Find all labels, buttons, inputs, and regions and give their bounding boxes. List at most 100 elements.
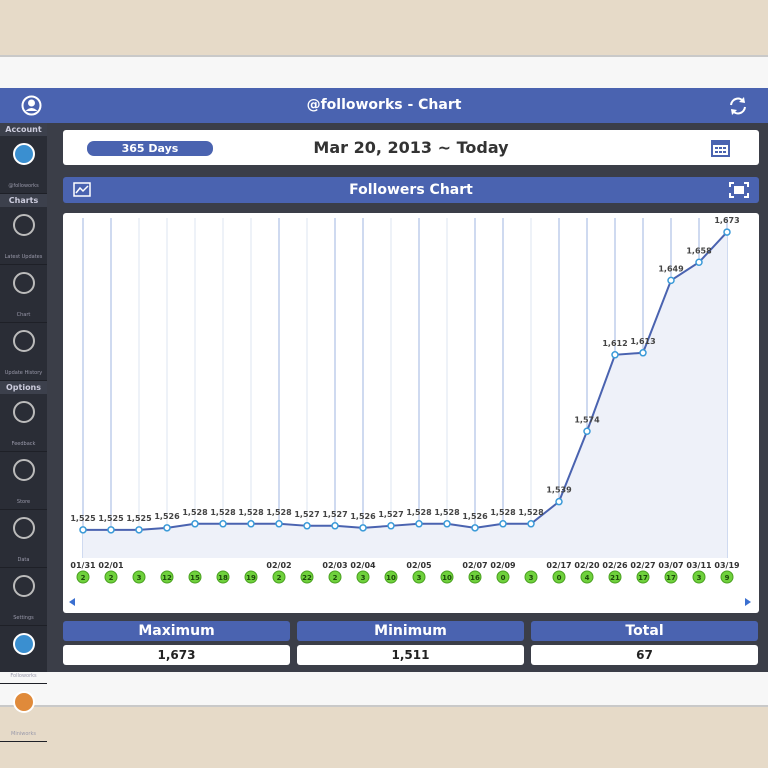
stat-value: 1,511 — [297, 645, 524, 665]
count-label: 3 — [361, 574, 366, 582]
point — [191, 520, 199, 528]
count-badge — [636, 570, 650, 584]
chart-panel: 1,525 01/31 2 1,525 02/01 2 1,525 3 1,526 12 1,528… — [63, 213, 759, 613]
sidebar-label: Update History — [4, 370, 43, 376]
stat-label: Total — [531, 621, 758, 641]
count-label: 16 — [470, 574, 480, 582]
point — [667, 276, 675, 285]
value-label: 1,528 — [182, 508, 208, 517]
sidebar-icon — [12, 691, 35, 713]
count-label: 2 — [81, 574, 86, 582]
count-label: 10 — [386, 574, 396, 582]
sidebar-item[interactable]: Followorks — [0, 633, 47, 684]
sidebar-item[interactable]: Data — [0, 517, 47, 568]
sidebar-item[interactable]: Chart — [0, 272, 47, 323]
point — [359, 524, 367, 532]
value-label: 1,526 — [154, 512, 180, 521]
point — [275, 520, 283, 528]
value-label: 1,658 — [686, 246, 712, 255]
calendar-icon[interactable] — [711, 138, 731, 158]
count-badge — [524, 570, 538, 584]
sidebar-icon — [12, 633, 35, 655]
point — [443, 520, 451, 528]
point — [107, 526, 115, 534]
count-label: 17 — [638, 574, 648, 582]
sidebar-label: Data — [17, 557, 30, 563]
sidebar-section: Account — [0, 123, 47, 136]
value-label: 1,527 — [294, 510, 319, 519]
count-label: 2 — [333, 574, 338, 582]
value-label: 1,526 — [350, 512, 376, 521]
count-label: 12 — [162, 574, 172, 582]
sidebar-item[interactable]: Feedback — [0, 401, 47, 452]
sidebar-label: Chart — [16, 312, 31, 318]
sidebar-item[interactable]: Update History — [0, 330, 47, 381]
value-label: 1,649 — [658, 264, 684, 273]
sidebar-icon — [12, 517, 35, 539]
count-badge — [216, 570, 230, 584]
count-badge — [300, 570, 314, 584]
count-badge — [132, 570, 146, 584]
period-button[interactable]: 365 Days — [87, 141, 213, 156]
count-badge — [188, 570, 202, 584]
scroll-right[interactable] — [745, 598, 751, 606]
point — [163, 524, 171, 532]
stat-value: 67 — [531, 645, 758, 665]
count-label: 22 — [302, 574, 312, 582]
value-label: 1,574 — [574, 415, 600, 424]
count-label: 17 — [666, 574, 676, 582]
count-badge — [496, 570, 510, 584]
count-badge — [272, 570, 286, 584]
point — [499, 520, 507, 528]
count-badge — [328, 570, 342, 584]
sidebar-item[interactable]: Settings — [0, 575, 47, 626]
scroll-left[interactable] — [69, 598, 75, 606]
x-tick-label: 02/26 — [602, 561, 628, 570]
point — [695, 258, 703, 267]
point — [415, 520, 423, 528]
count-label: 9 — [725, 574, 730, 582]
sidebar-item[interactable]: @followorks — [0, 143, 47, 194]
fullscreen-icon[interactable] — [729, 182, 749, 198]
header-title: @followorks - Chart — [306, 97, 462, 113]
x-tick-label: 03/19 — [714, 561, 740, 570]
value-label: 1,527 — [378, 510, 403, 519]
x-tick-label: 02/17 — [546, 561, 571, 570]
sidebar-icon — [12, 401, 35, 423]
x-tick-label: 02/07 — [462, 561, 487, 570]
value-label: 1,539 — [546, 486, 572, 495]
x-tick-label: 03/11 — [686, 561, 712, 570]
panel-title: Followers Chart — [349, 182, 473, 198]
profile-icon[interactable] — [21, 95, 42, 116]
sidebar-item[interactable]: Miniworks — [0, 691, 47, 742]
sidebar-item[interactable]: Latest Updates — [0, 214, 47, 265]
header: @followorks - Chart — [0, 88, 768, 123]
sidebar-label: Latest Updates — [4, 254, 43, 260]
refresh-icon[interactable] — [727, 95, 749, 117]
count-label: 4 — [585, 574, 590, 582]
count-label: 2 — [277, 574, 282, 582]
value-label: 1,527 — [322, 510, 347, 519]
count-label: 3 — [697, 574, 702, 582]
stat: Minimum 1,511 — [297, 621, 524, 665]
point — [79, 526, 87, 534]
sidebar-icon — [12, 575, 35, 597]
sidebar-item[interactable]: Store — [0, 459, 47, 510]
count-badge — [160, 570, 174, 584]
value-label: 1,526 — [462, 512, 488, 521]
point — [331, 522, 339, 530]
count-label: 0 — [501, 574, 506, 582]
date-range: Mar 20, 2013 ~ Today — [313, 138, 509, 157]
count-label: 3 — [529, 574, 534, 582]
sidebar-icon — [12, 459, 35, 481]
x-tick-label: 02/09 — [490, 561, 516, 570]
sidebar-icon — [12, 143, 35, 165]
chart: 1,525 01/31 2 1,525 02/01 2 1,525 3 1,526 12 1,528… — [69, 216, 751, 606]
count-badge — [720, 570, 734, 584]
value-label: 1,525 — [126, 514, 152, 523]
count-badge — [440, 570, 454, 584]
value-label: 1,525 — [70, 514, 96, 523]
value-label: 1,528 — [266, 508, 292, 517]
sidebar-label: @followorks — [8, 183, 39, 189]
value-label: 1,528 — [238, 508, 264, 517]
